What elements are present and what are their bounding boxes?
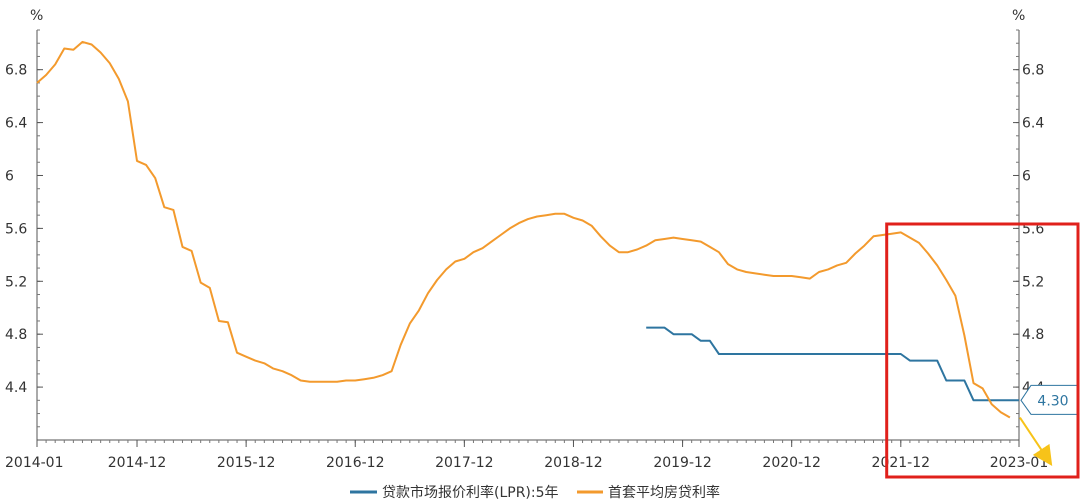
y-tick-label-right: 5.2 <box>1022 274 1044 290</box>
series-line-first-home-mortgage-rate <box>36 40 1011 419</box>
y-tick-label-left: 5.2 <box>5 274 27 290</box>
axes-group: 4.44.44.84.85.25.25.65.6666.46.46.86.8%%… <box>5 8 1048 471</box>
x-tick-label: 2017-12 <box>435 455 494 471</box>
x-tick-label: 2023-01 <box>990 455 1049 471</box>
x-tick-label: 2016-12 <box>326 455 385 471</box>
series-group <box>36 40 1019 419</box>
y-tick-label-right: 4.8 <box>1022 327 1044 343</box>
x-tick-label: 2015-12 <box>217 455 276 471</box>
y-axis-unit-left: % <box>30 8 43 24</box>
x-tick-label: 2014-01 <box>5 455 64 471</box>
y-tick-label-left: 6 <box>5 168 14 184</box>
y-tick-label-left: 4.8 <box>5 327 27 343</box>
legend: 贷款市场报价利率(LPR):5年 首套平均房贷利率 <box>350 484 720 501</box>
annotations-group: 4.30 <box>885 222 1080 479</box>
x-tick-label: 2018-12 <box>544 455 603 471</box>
series-line-lpr-5y <box>646 326 1019 402</box>
value-callout-label: 4.30 <box>1037 393 1068 409</box>
y-axis-unit-right: % <box>1012 8 1025 24</box>
x-tick-label: 2020-12 <box>762 455 821 471</box>
x-tick-label: 2014-12 <box>108 455 167 471</box>
y-tick-label-left: 6.4 <box>5 116 27 132</box>
x-tick-label: 2019-12 <box>653 455 712 471</box>
x-tick-label: 2021-12 <box>872 455 931 471</box>
y-tick-label-left: 6.8 <box>5 63 27 79</box>
legend-label-lpr-5y: 贷款市场报价利率(LPR):5年 <box>382 484 559 501</box>
trend-arrow <box>1019 416 1053 467</box>
highlight-box <box>885 222 1080 479</box>
legend-label-first-home-mortgage-rate: 首套平均房贷利率 <box>608 484 720 501</box>
y-tick-label-right: 6 <box>1022 168 1031 184</box>
y-tick-label-left: 4.4 <box>5 380 27 396</box>
y-tick-label-right: 6.4 <box>1022 116 1044 132</box>
y-tick-label-left: 5.6 <box>5 221 27 237</box>
y-tick-label-right: 6.8 <box>1022 63 1044 79</box>
